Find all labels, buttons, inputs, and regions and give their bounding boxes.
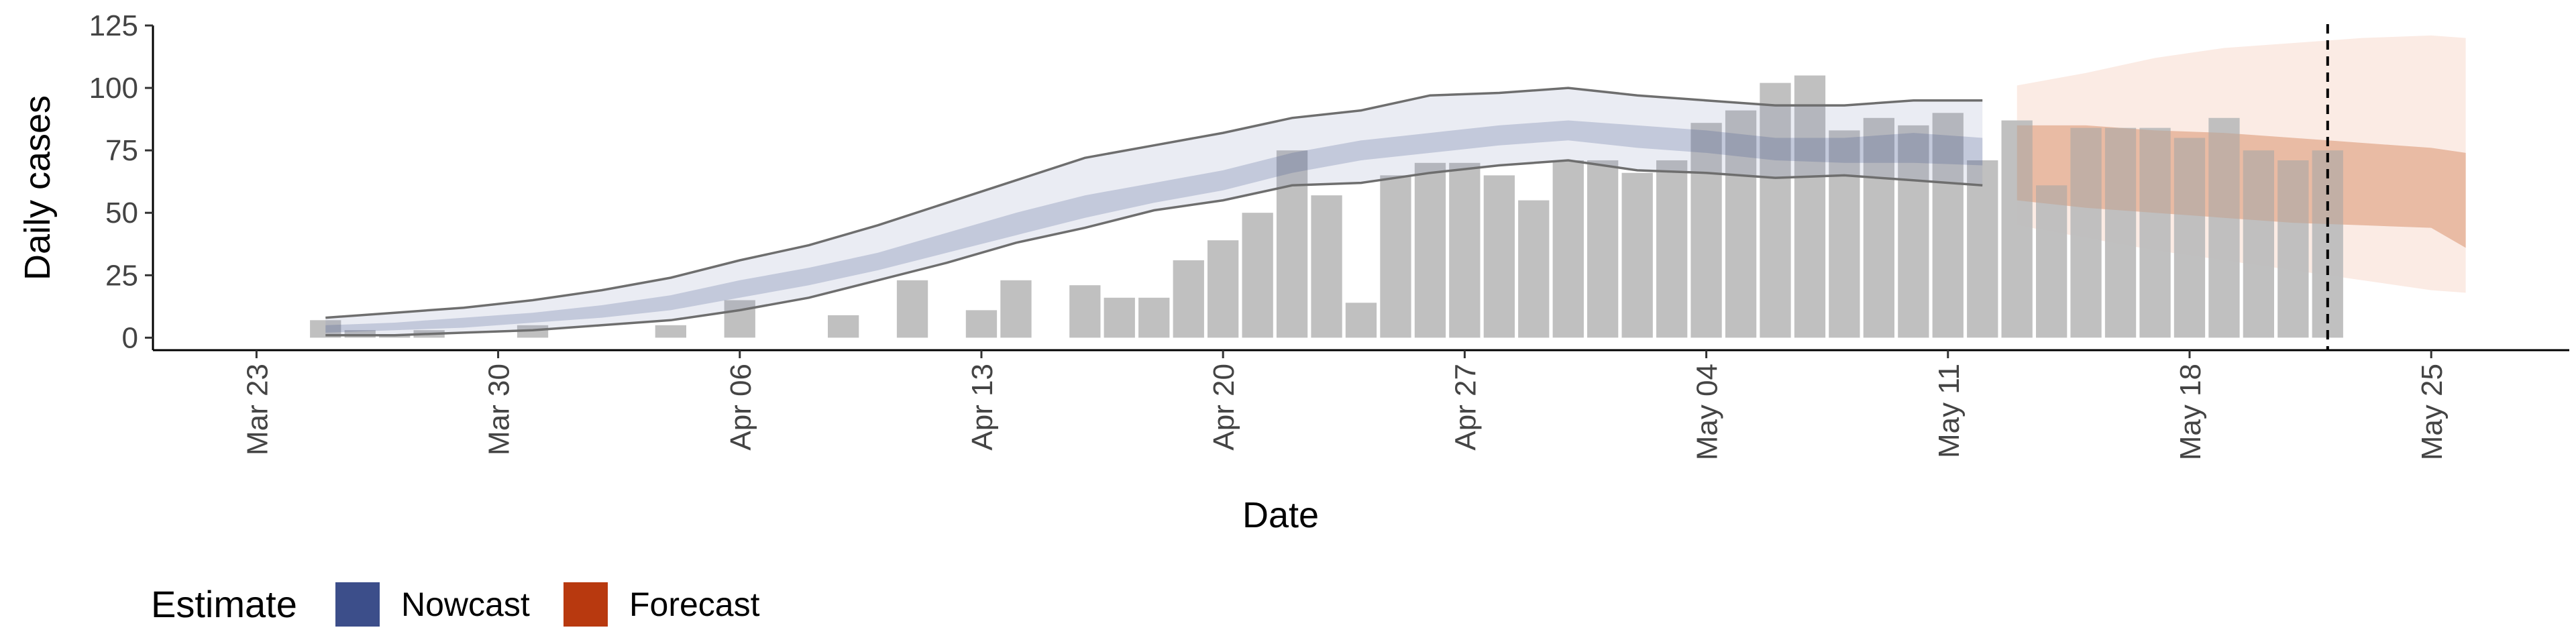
bar xyxy=(1483,175,1515,338)
axes xyxy=(152,25,2569,352)
x-axis-ticks: Mar 23 Mar 30 Apr 06 Apr 13 Apr 20 Apr 27 May … xyxy=(241,350,2449,460)
bar xyxy=(1829,130,1860,338)
bar xyxy=(1173,260,1204,338)
bar xyxy=(1725,110,1757,338)
bar xyxy=(1552,160,1584,338)
nowcast-band-90 xyxy=(325,88,1983,335)
bar xyxy=(1414,162,1446,338)
bar xyxy=(1208,240,1239,338)
bar xyxy=(1311,195,1342,338)
bar xyxy=(1000,280,1032,338)
legend-label-forecast: Forecast xyxy=(629,586,760,623)
bar xyxy=(1104,297,1135,338)
bar xyxy=(655,325,686,338)
bar xyxy=(1380,175,1411,338)
bar xyxy=(1518,200,1550,338)
x-tick-label: May 11 xyxy=(1933,364,1966,458)
y-tick-label: 50 xyxy=(105,197,138,229)
bar xyxy=(1967,160,1998,338)
legend-title: Estimate xyxy=(151,583,297,625)
x-tick-label: May 18 xyxy=(2174,364,2207,460)
bar xyxy=(2277,160,2309,338)
bar xyxy=(2208,117,2240,338)
bar-series xyxy=(310,75,2343,338)
legend-swatch-nowcast xyxy=(335,582,380,627)
bar xyxy=(1587,160,1619,338)
y-axis-ticks: 0 25 50 75 100 125 xyxy=(89,9,153,354)
y-tick-label: 75 xyxy=(105,134,138,167)
bar xyxy=(1621,172,1653,338)
bar xyxy=(1863,117,1894,338)
nowcast-upper-line xyxy=(325,87,1983,319)
x-tick-label: Apr 13 xyxy=(966,364,999,451)
bar xyxy=(1449,162,1481,338)
bar xyxy=(2036,185,2068,338)
bar xyxy=(379,335,411,338)
bar xyxy=(2139,127,2171,338)
bar xyxy=(2001,120,2033,338)
bar xyxy=(1898,125,1929,338)
x-tick-label: Mar 30 xyxy=(483,364,516,455)
bar xyxy=(1069,285,1101,338)
bar xyxy=(1690,123,1722,338)
y-tick-label: 0 xyxy=(122,321,138,354)
y-axis-title: Daily cases xyxy=(17,95,58,280)
x-tick-label: Apr 27 xyxy=(1449,364,1482,451)
nowcast-band-50 xyxy=(325,120,1983,333)
bar xyxy=(517,325,549,338)
bar xyxy=(1242,213,1273,338)
legend-swatch-forecast xyxy=(564,582,608,627)
y-tick-label: 25 xyxy=(105,259,138,292)
nowcast-lower-line xyxy=(325,159,1983,337)
y-tick-label: 100 xyxy=(89,72,138,105)
x-tick-label: Apr 06 xyxy=(724,364,757,451)
x-tick-label: May 25 xyxy=(2416,364,2449,460)
bar xyxy=(896,280,928,338)
bar xyxy=(2174,138,2206,338)
x-tick-label: Apr 20 xyxy=(1208,364,1240,451)
bar xyxy=(2104,127,2137,338)
bar xyxy=(2243,150,2274,338)
x-tick-label: Mar 23 xyxy=(241,364,274,455)
bar xyxy=(2070,127,2102,338)
forecast-overlay xyxy=(2017,125,2466,248)
bar xyxy=(965,310,998,338)
y-tick-label: 125 xyxy=(89,9,138,42)
nowcast-band xyxy=(325,87,1983,337)
bar xyxy=(1932,113,1964,338)
bar xyxy=(1138,297,1170,338)
bar xyxy=(828,315,859,338)
bar xyxy=(1345,303,1377,338)
bar xyxy=(724,300,755,338)
bar xyxy=(1656,160,1688,338)
bar xyxy=(1794,75,1826,338)
bar xyxy=(344,330,376,338)
forecast-band-50-overlay xyxy=(2017,125,2466,248)
bar xyxy=(1276,150,1308,338)
x-axis-title: Date xyxy=(1242,495,1319,535)
legend: Estimate Nowcast Forecast xyxy=(151,582,760,627)
legend-label-nowcast: Nowcast xyxy=(401,586,530,623)
bar xyxy=(1760,83,1791,338)
x-tick-label: May 04 xyxy=(1691,364,1724,460)
